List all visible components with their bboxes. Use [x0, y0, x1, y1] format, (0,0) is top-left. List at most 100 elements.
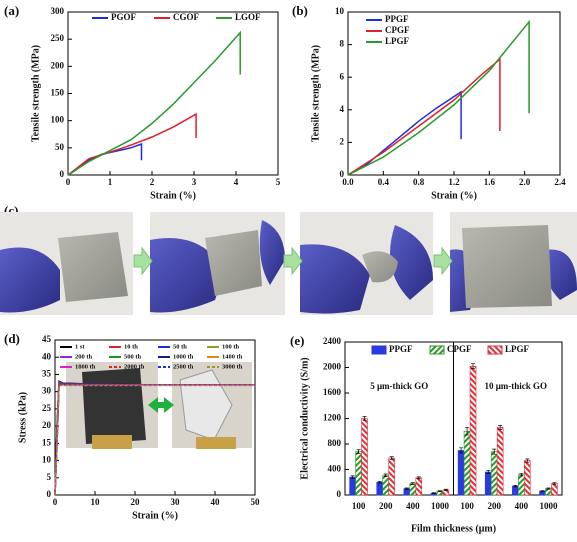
plot-frame — [54, 339, 256, 496]
y-tick-label: 5 — [47, 472, 52, 482]
y-axis-label: Electrical conductivity (S/m) — [299, 357, 310, 479]
x-tick-label: 0 — [53, 497, 58, 507]
bar — [409, 483, 417, 496]
legend-label: CGOF — [173, 12, 200, 22]
photo-3 — [300, 212, 433, 315]
x-tick-label: 0.8 — [413, 177, 425, 187]
x-tick-label: 100 — [460, 501, 474, 511]
y-tick-label: 250 — [51, 33, 65, 43]
error-bar — [519, 472, 524, 477]
legend-label: 1400 th — [222, 353, 243, 360]
error-bar — [362, 416, 367, 421]
y-tick-label: 50 — [55, 142, 65, 152]
y-tick-label: 800 — [328, 438, 342, 448]
error-bar — [471, 363, 476, 370]
bar — [361, 418, 368, 496]
y-axis-label: Tensile strength (MPa) — [310, 45, 321, 142]
y-tick-label: 10 — [335, 6, 345, 16]
bar — [457, 450, 465, 496]
legend-label: 500 th — [124, 353, 142, 360]
y-tick-label: 300 — [51, 6, 65, 16]
x-tick-label: 0.0 — [342, 177, 354, 187]
x-tick-label: 1000 — [539, 501, 558, 511]
y-tick-label: 150 — [51, 88, 65, 98]
x-tick-label: 2.0 — [519, 177, 531, 187]
bar — [463, 430, 471, 496]
error-bar — [350, 475, 355, 479]
error-bar — [431, 492, 436, 494]
y-axis-label: Stress (kPa) — [17, 392, 28, 443]
plot-frame — [347, 11, 561, 176]
chart: (e) 0 400 800 1200 1600 2000 2400 Electrical con… — [290, 333, 563, 534]
bar — [490, 451, 498, 496]
x-tick-label: 2.4 — [554, 177, 566, 187]
y-tick-label: 25 — [42, 403, 52, 413]
x-tick-label: 1000 — [431, 501, 450, 511]
error-bar — [465, 427, 470, 436]
legend-label: PGOF — [111, 12, 136, 22]
legend-label: 100 th — [222, 343, 240, 350]
line — [67, 142, 143, 176]
error-bar — [389, 456, 394, 460]
photo-1 — [0, 212, 133, 315]
photo-2 — [150, 212, 285, 315]
legend-label: CPGF — [447, 344, 472, 354]
y-tick-label: 0 — [47, 489, 52, 499]
x-axis-label: Strain (%) — [431, 190, 477, 201]
legend-label: 1000 th — [173, 353, 194, 360]
y-axis-label: Tensile strength (MPa) — [30, 45, 41, 142]
error-bar — [459, 447, 464, 454]
x-axis-label: Strain (%) — [150, 190, 196, 201]
error-bar — [492, 448, 497, 455]
error-bar — [410, 482, 415, 485]
double-arrow — [148, 397, 174, 413]
error-bar — [498, 425, 503, 430]
bar — [551, 483, 558, 496]
x-tick-label: 2 — [150, 177, 155, 187]
x-tick-label: 20 — [131, 497, 141, 507]
inset-clamp — [92, 435, 132, 449]
plot-frame — [67, 11, 279, 176]
y-tick-label: 4 — [340, 104, 345, 114]
legend-label: 10 th — [124, 343, 138, 350]
legend-swatch — [487, 345, 503, 355]
x-tick-label: 200 — [487, 501, 501, 511]
line — [67, 112, 197, 176]
annotation: 10 μm-thick GO — [484, 381, 547, 391]
x-tick-label: 50 — [251, 497, 261, 507]
y-tick-label: 2000 — [323, 362, 342, 372]
bar — [484, 471, 492, 496]
error-bar — [525, 458, 530, 463]
line — [347, 19, 530, 176]
x-tick-label: 400 — [515, 501, 529, 511]
error-bar — [377, 480, 382, 484]
y-tick-label: 35 — [42, 369, 52, 379]
y-tick-label: 6 — [340, 71, 345, 81]
x-axis-label: Strain (%) — [132, 510, 178, 521]
photo-panel: (c) — [0, 203, 577, 315]
y-tick-label: 0 — [340, 169, 345, 179]
annotation: 5 μm-thick GO — [370, 381, 428, 391]
y-tick-label: 400 — [328, 464, 342, 474]
legend-label: CPGF — [385, 25, 410, 35]
error-bar — [356, 449, 361, 454]
inset-film — [82, 368, 146, 444]
legend-label: 200 th — [75, 353, 93, 360]
inset-film — [179, 369, 233, 441]
x-tick-label: 10 — [91, 497, 101, 507]
bar — [388, 457, 395, 496]
arrow — [133, 246, 153, 276]
x-tick-label: 5 — [276, 177, 281, 187]
bar — [415, 477, 423, 496]
panel-label: (e) — [290, 333, 304, 348]
bar — [496, 427, 504, 496]
bar — [512, 485, 519, 496]
arrow — [283, 246, 303, 276]
legend-label: 1 st — [75, 343, 85, 350]
x-tick-label: 100 — [352, 501, 366, 511]
chart: (b) 0 2 4 6 8 10 Tensile strength (MPa) Strain (… — [292, 3, 566, 201]
legend-label: LPGF — [385, 36, 410, 46]
y-tick-label: 200 — [51, 60, 65, 70]
y-tick-label: 10 — [42, 455, 52, 465]
